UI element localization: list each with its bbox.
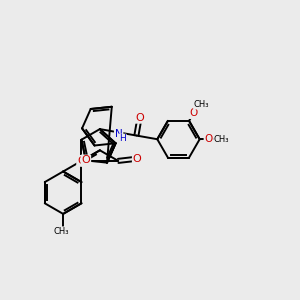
Text: O: O — [133, 154, 142, 164]
Text: CH₃: CH₃ — [54, 227, 69, 236]
Text: H: H — [119, 134, 126, 143]
Text: O: O — [189, 108, 198, 118]
Text: CH₃: CH₃ — [194, 100, 209, 109]
Text: O: O — [82, 155, 90, 165]
Text: CH₃: CH₃ — [214, 135, 230, 144]
Text: O: O — [135, 113, 144, 123]
Text: O: O — [77, 156, 86, 166]
Text: N: N — [115, 129, 122, 139]
Text: O: O — [205, 134, 213, 144]
